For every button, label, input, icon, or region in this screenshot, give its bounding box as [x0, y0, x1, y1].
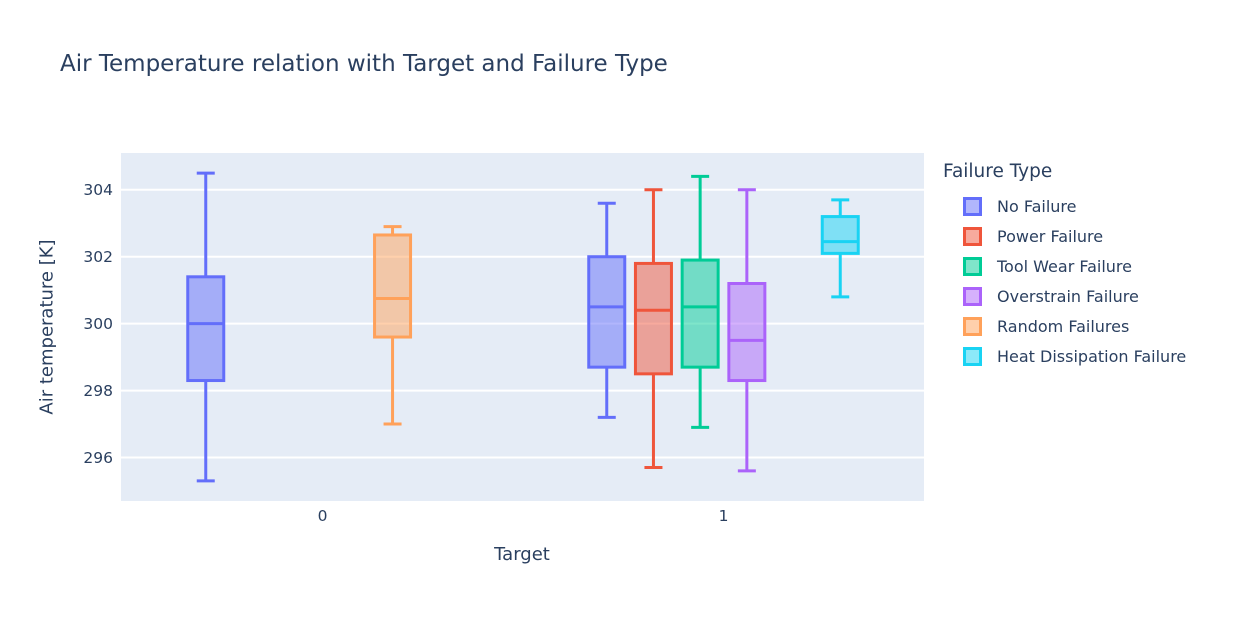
legend-item-overstrain-failure[interactable]: Overstrain Failure: [943, 281, 1186, 311]
x-tick-0: 0: [317, 507, 328, 525]
box-power-failure-target-1: [633, 188, 673, 470]
legend-label: Overstrain Failure: [997, 286, 1139, 306]
chart-title: Air Temperature relation with Target and…: [60, 51, 668, 77]
legend-label: Random Failures: [997, 316, 1130, 336]
legend-item-heat-dissipation-failure[interactable]: Heat Dissipation Failure: [943, 341, 1186, 371]
legend-swatch-tool-wear-failure: [963, 256, 982, 276]
legend-item-no-failure[interactable]: No Failure: [943, 191, 1186, 221]
box-overstrain-failure-target-1: [727, 188, 767, 473]
legend-label: Tool Wear Failure: [997, 256, 1132, 276]
y-axis-title: Air temperature [K]: [36, 239, 58, 415]
y-tick-298: 298: [83, 381, 113, 400]
legend-item-tool-wear-failure[interactable]: Tool Wear Failure: [943, 251, 1186, 281]
box-no-failure-target-1: [587, 201, 627, 419]
box-random-failures-target-0: [373, 225, 413, 426]
box-no-failure-target-0: [186, 171, 226, 483]
legend-swatch-no-failure: [963, 196, 982, 216]
plot-area: [121, 153, 924, 501]
legend-label: Heat Dissipation Failure: [997, 346, 1187, 366]
legend: Failure Type No Failure Power Failure Tool…: [943, 161, 1186, 371]
box-tool-wear-failure-target-1: [680, 174, 720, 429]
legend-item-power-failure[interactable]: Power Failure: [943, 221, 1186, 251]
legend-swatch-heat-dissipation-failure: [963, 346, 982, 366]
legend-items: No Failure Power Failure Tool Wear Failure…: [943, 191, 1186, 371]
x-tick-1: 1: [718, 507, 729, 525]
legend-label: Power Failure: [997, 226, 1104, 246]
legend-item-random-failures[interactable]: Random Failures: [943, 311, 1186, 341]
legend-swatch-power-failure: [963, 226, 982, 246]
legend-swatch-overstrain-failure: [963, 286, 982, 306]
y-tick-302: 302: [83, 247, 113, 266]
y-tick-300: 300: [83, 314, 113, 333]
legend-title: Failure Type: [943, 161, 1053, 182]
y-tick-304: 304: [83, 180, 113, 199]
box-heat-dissipation-failure-target-1: [820, 198, 860, 299]
legend-swatch-random-failures: [963, 316, 982, 336]
legend-label: No Failure: [997, 196, 1077, 216]
y-tick-296: 296: [83, 448, 113, 467]
x-axis-title: Target: [494, 544, 550, 565]
